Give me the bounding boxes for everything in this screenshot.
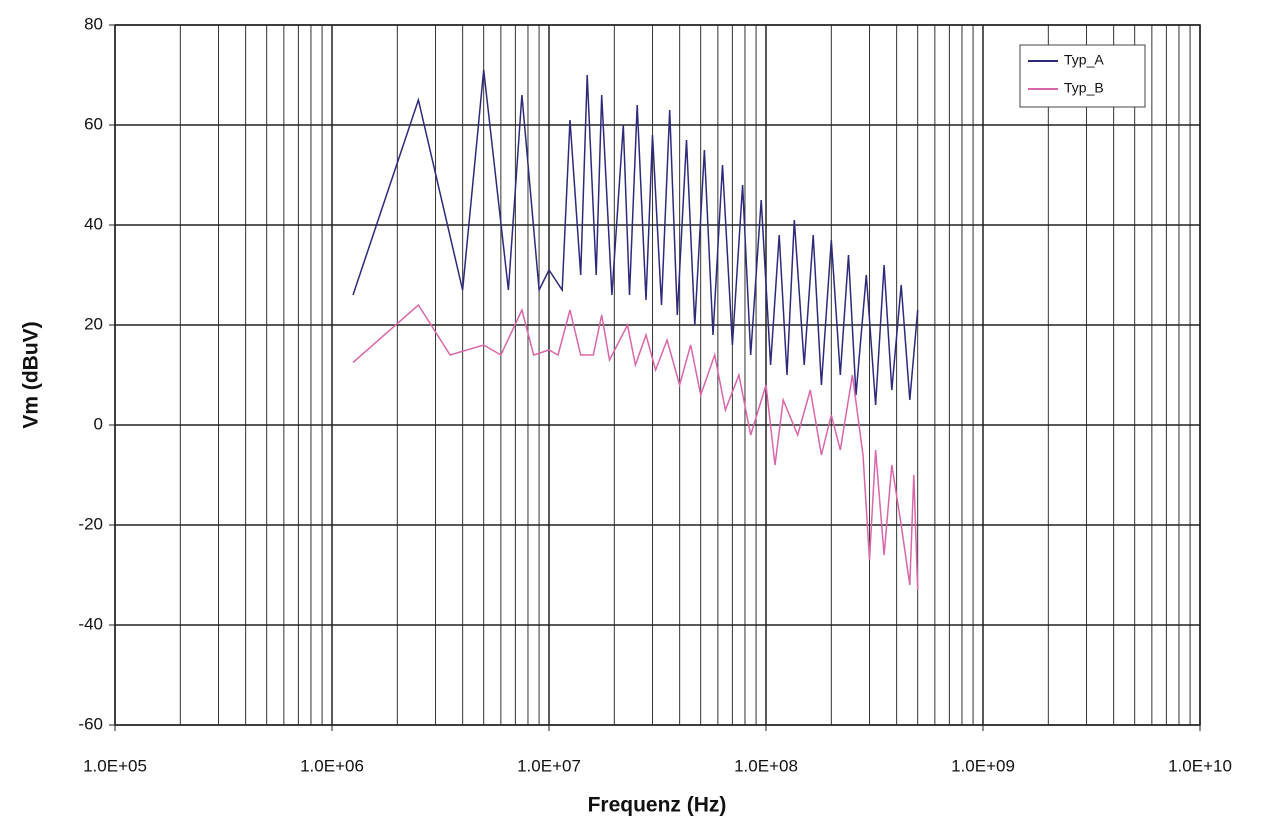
legend-box bbox=[1019, 44, 1146, 108]
legend-label: Typ_B bbox=[1064, 80, 1104, 96]
plot-area bbox=[114, 24, 1201, 726]
y-axis-title: Vm (dBuV) bbox=[20, 321, 43, 428]
y-tick-label: 80 bbox=[84, 14, 103, 33]
x-tick-label: 1.0E+05 bbox=[83, 756, 147, 775]
y-tick-label: -20 bbox=[78, 514, 103, 533]
y-tick-label: -40 bbox=[78, 614, 103, 633]
x-axis-title: Frequenz (Hz) bbox=[588, 794, 727, 817]
x-tick-label: 1.0E+07 bbox=[517, 756, 581, 775]
x-tick-label: 1.0E+09 bbox=[951, 756, 1015, 775]
series-line bbox=[352, 69, 919, 406]
y-tick-label: 20 bbox=[84, 314, 103, 333]
legend-label: Typ_A bbox=[1064, 52, 1104, 68]
x-tick-label: 1.0E+06 bbox=[300, 756, 364, 775]
x-tick-label: 1.0E+08 bbox=[734, 756, 798, 775]
y-tick-label: 0 bbox=[94, 414, 103, 433]
y-tick-label: 40 bbox=[84, 214, 103, 233]
y-tick-label: 60 bbox=[84, 114, 103, 133]
x-tick-label: 1.0E+10 bbox=[1168, 756, 1232, 775]
series-line bbox=[352, 303, 919, 591]
y-tick-label: -60 bbox=[78, 714, 103, 733]
